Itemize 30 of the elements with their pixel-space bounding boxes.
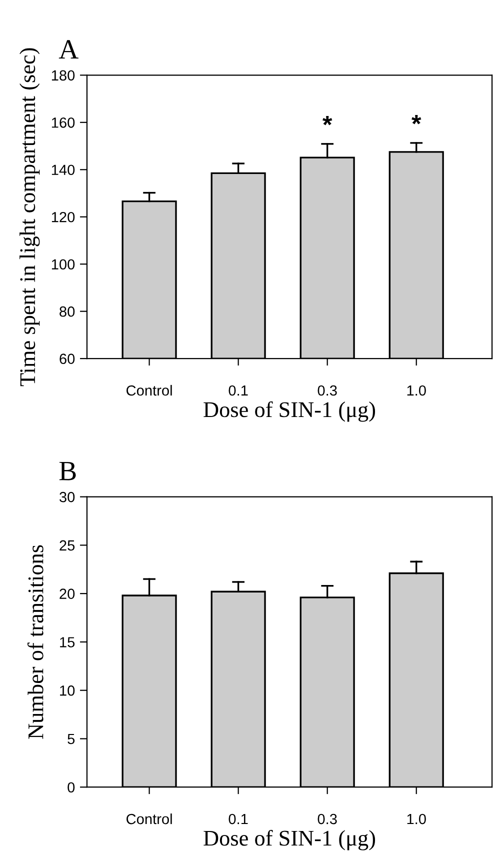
x-tick-label: 0.3 <box>318 814 337 824</box>
y-tick-label: 180 <box>52 70 75 81</box>
y-tick-label: 20 <box>60 588 75 599</box>
y-tick-label: 140 <box>52 164 75 176</box>
y-tick-label: 60 <box>60 354 75 364</box>
y-tick-label: 160 <box>52 118 75 128</box>
y-tick-label: 15 <box>60 637 75 648</box>
x-tick-label: Control <box>126 813 172 824</box>
y-tick-label: 120 <box>52 212 75 222</box>
x-tick-label: 1.0 <box>407 385 426 396</box>
y-tick-label: 10 <box>60 685 75 696</box>
x-tick-label: 0.1 <box>228 814 248 824</box>
annotation: * <box>322 116 332 126</box>
x-axis-title: Dose of SIN-1 (μg) <box>204 401 376 422</box>
y-axis-title: Time spent in light compartment (sec) <box>20 48 40 386</box>
x-tick-label: 0.3 <box>318 385 337 396</box>
x-axis-title: Dose of SIN-1 (μg) <box>204 830 376 850</box>
y-tick-label: 0 <box>68 782 75 793</box>
y-tick-label: 80 <box>60 306 75 317</box>
annotation: * <box>412 115 422 124</box>
y-tick-label: 30 <box>60 492 75 502</box>
y-tick-label: 5 <box>68 734 75 744</box>
x-tick-label: Control <box>126 384 172 396</box>
x-tick-label: 0.1 <box>228 385 248 396</box>
x-tick-label: 1.0 <box>407 814 426 824</box>
y-tick-label: 100 <box>52 259 75 270</box>
chart-title: B <box>59 462 76 480</box>
y-tick-label: 25 <box>60 540 75 551</box>
y-axis-title: Number of transitions <box>27 545 44 739</box>
chart-title: A <box>58 40 78 58</box>
